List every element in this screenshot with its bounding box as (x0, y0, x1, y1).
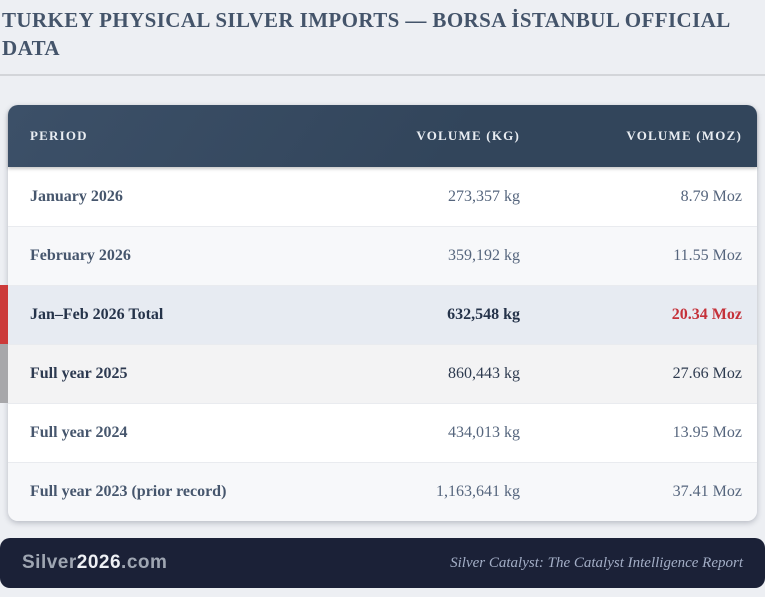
period-cell: Jan–Feb 2026 Total (30, 306, 164, 323)
brand-prefix: Silver (22, 552, 77, 573)
footer-bar: Silver2026.com Silver Catalyst: The Cata… (0, 538, 765, 588)
table-row: Full year 2024 434,013 kg 13.95 Moz (8, 403, 757, 462)
moz-cell: 37.41 Moz (672, 483, 742, 500)
moz-cell: 11.55 Moz (673, 247, 742, 264)
table-row: February 2026 359,192 kg 11.55 Moz (8, 226, 757, 285)
period-cell: February 2026 (30, 247, 131, 264)
column-header-volume-moz: VOLUME (MOZ) (626, 128, 742, 143)
table-row: Jan–Feb 2026 Total 632,548 kg 20.34 Moz (0, 285, 757, 344)
period-cell: Full year 2025 (30, 365, 128, 382)
brand-suffix: .com (121, 552, 168, 573)
moz-cell: 8.79 Moz (680, 187, 742, 205)
brand-year: 2026 (76, 552, 122, 573)
title-divider (0, 74, 765, 76)
period-cell: January 2026 (30, 187, 123, 205)
imports-table: PERIOD VOLUME (KG) VOLUME (MOZ) January … (0, 105, 757, 521)
page-title: TURKEY PHYSICAL SILVER IMPORTS — BORSA İ… (2, 8, 730, 60)
row-accent-bar (0, 344, 8, 403)
moz-cell: 27.66 Moz (672, 365, 742, 382)
footer-tagline: Silver Catalyst: The Catalyst Intelligen… (450, 554, 743, 571)
table-row: Full year 2025 860,443 kg 27.66 Moz (0, 344, 757, 403)
moz-cell: 20.34 Moz (671, 306, 742, 323)
kg-cell: 1,163,641 kg (436, 483, 520, 500)
row-accent-bar (0, 285, 8, 344)
kg-cell: 434,013 kg (448, 424, 520, 441)
table-header-row: PERIOD VOLUME (KG) VOLUME (MOZ) (8, 105, 757, 167)
moz-cell: 13.95 Moz (672, 424, 742, 441)
column-header-volume-kg: VOLUME (KG) (416, 128, 520, 143)
kg-cell: 359,192 kg (448, 247, 520, 264)
period-cell: Full year 2023 (prior record) (30, 483, 227, 500)
table-row: Full year 2023 (prior record) 1,163,641 … (8, 462, 757, 521)
table-row: January 2026 273,357 kg 8.79 Moz (8, 167, 757, 226)
kg-cell: 632,548 kg (447, 306, 520, 323)
kg-cell: 273,357 kg (448, 187, 520, 205)
table-body: January 2026 273,357 kg 8.79 Moz Februar… (0, 167, 757, 521)
period-cell: Full year 2024 (30, 424, 128, 441)
column-header-period: PERIOD (30, 128, 88, 143)
site-brand: Silver2026.com (22, 552, 167, 574)
kg-cell: 860,443 kg (448, 365, 520, 382)
